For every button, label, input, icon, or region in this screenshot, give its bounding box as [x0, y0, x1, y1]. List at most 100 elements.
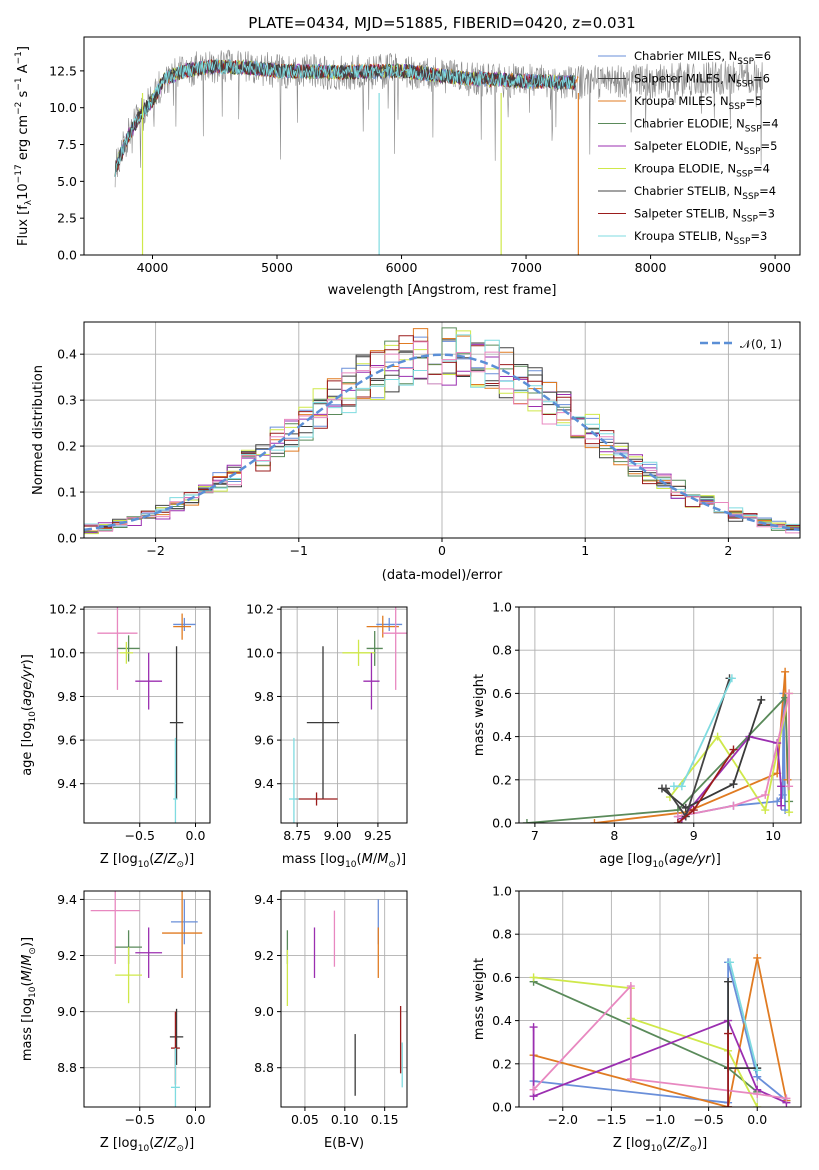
model-spectrum-line [114, 58, 576, 177]
tick-label-y: 1.0 [492, 600, 512, 615]
errorbar-point [289, 737, 299, 823]
label-part: −2 [14, 102, 24, 115]
label-part: )] [20, 654, 35, 664]
tick-label-y: 9.0 [57, 1004, 77, 1019]
tick-label-x: 0.05 [291, 1112, 319, 1127]
tick-label-y: 9.4 [254, 776, 274, 791]
tick-label-x: 0.0 [186, 828, 206, 843]
label-part: M [20, 970, 35, 981]
tick-label-x: 0.0 [186, 1112, 206, 1127]
label-part: mass [log [20, 998, 35, 1061]
label-part: age [log [599, 852, 652, 867]
axes-mass_vs_Z [84, 891, 210, 1107]
plot-area [97, 607, 196, 823]
normal-curve-line [84, 353, 800, 532]
tick-label-y: 0.6 [492, 686, 512, 701]
axes-frame-residuals: −2 −1 0 1 2 0.0 0.1 0.2 0.3 0.4 (data-model)/error… [31, 321, 801, 583]
legend-label: Salpeter MILES, NSSP=6 [634, 72, 770, 90]
errorbar-point [135, 927, 163, 978]
axes-frame [83, 606, 211, 824]
tick-label-x: 8 [610, 828, 618, 843]
label-part: Kroupa MILES, N [634, 94, 729, 108]
legend-entry: Salpeter STELIB, NSSP=3 [598, 207, 775, 225]
axes-residuals [84, 322, 800, 539]
tick-label-y: 10.0 [246, 645, 274, 660]
weight-point-marker [677, 782, 686, 791]
label-part: Kroupa ELODIE, N [634, 162, 736, 176]
label-part: Chabrier ELODIE, N [634, 117, 745, 131]
tick-label-x: 6000 [386, 260, 418, 275]
x-axis-label: age [log10(age/yr)] [599, 852, 721, 870]
label-part: −1 [14, 51, 24, 64]
weight-point-marker [529, 973, 538, 982]
y-axis-label: age [log10(age/yr)] [20, 654, 38, 776]
label-part: −17 [14, 164, 24, 183]
label-part: s [16, 90, 31, 101]
axes-weight_vs_age [519, 606, 801, 824]
label-part: −1 [14, 77, 24, 90]
label-part: )] [697, 1136, 707, 1151]
label-part: SSP [734, 237, 751, 247]
label-part: =4 [753, 162, 770, 176]
weight-point-marker [778, 790, 787, 799]
axes-frame [518, 606, 802, 824]
weight-point-marker [727, 674, 736, 683]
residual-histogram-line [84, 341, 800, 535]
tick-label-x: −0.5 [125, 1112, 155, 1127]
errorbar-point [366, 615, 399, 638]
tick-label-x: 8.75 [283, 828, 311, 843]
axes-mass_vs_EBV [281, 891, 407, 1107]
label-part: M [362, 852, 373, 867]
axes-age_vs_Z [84, 607, 210, 823]
errorbar-point [295, 792, 338, 806]
label-part: 10 [28, 986, 38, 998]
errorbar-point [366, 631, 383, 666]
tick-label-y: 8.8 [57, 1060, 77, 1075]
label-part: erg cm [16, 115, 31, 164]
errorbar-point [363, 652, 380, 710]
chart-title: PLATE=0434, MJD=51885, FIBERID=0420, z=0… [248, 14, 635, 32]
tick-label-x: 9.25 [364, 828, 392, 843]
weight-point-marker [761, 790, 770, 799]
weight-series-line [665, 678, 731, 819]
label-part: / [20, 965, 35, 970]
tick-label-x: 7 [531, 828, 539, 843]
axes-frame-mass_vs_Z: −0.5 0.08.89.09.29.4Z [log10(Z/Z⊙)]mass [… [20, 890, 211, 1154]
errorbar-point [342, 639, 375, 666]
label-part: E(B-V) [324, 1136, 364, 1151]
plot-area [286, 899, 403, 1096]
plot-area [84, 327, 800, 537]
axes-age_vs_mass [281, 607, 407, 823]
tick-label-y: 9.2 [254, 948, 274, 963]
weight-point-marker [626, 982, 635, 991]
legend-entry: Chabrier ELODIE, NSSP=4 [598, 117, 779, 135]
axes-frame-mass_vs_EBV: 0.05 0.10 0.15 8.8 9.0 9.2 9.4 E(B-V) [254, 890, 408, 1151]
weight-point-marker [724, 977, 733, 986]
legend-label: Chabrier ELODIE, NSSP=4 [634, 117, 779, 135]
label-part: =4 [762, 117, 779, 131]
legend-label: Salpeter STELIB, NSSP=3 [634, 207, 775, 225]
tick-label-y: 10.2 [49, 602, 77, 617]
label-part: / [373, 852, 378, 867]
plot-area [289, 607, 407, 823]
weight-point-marker [669, 782, 678, 791]
x-axis-label: Z [log10(Z/Z⊙)] [613, 1136, 707, 1154]
weight-point-marker [785, 808, 794, 817]
y-axis-label: mass weight [472, 674, 487, 756]
model-spectrum-line [114, 59, 576, 177]
tick-label-x: 9.00 [324, 828, 352, 843]
weight-point-marker [726, 958, 735, 967]
tick-label-y: 9.2 [57, 948, 77, 963]
legend-label: Chabrier STELIB, NSSP=4 [634, 184, 776, 202]
tick-label-y: 0.0 [57, 248, 77, 263]
weight-series-line [673, 677, 733, 788]
label-part: ( [664, 852, 669, 867]
weight-series-line [661, 699, 763, 809]
x-axis-label: wavelength [Angstrom, rest frame] [328, 283, 557, 298]
legend-entry: Chabrier MILES, NSSP=6 [598, 49, 771, 67]
tick-label-y: 9.4 [254, 892, 274, 907]
tick-label-x: −0.5 [693, 1112, 723, 1127]
label-part: 10 [16, 183, 31, 200]
label-part: ( [149, 852, 154, 867]
